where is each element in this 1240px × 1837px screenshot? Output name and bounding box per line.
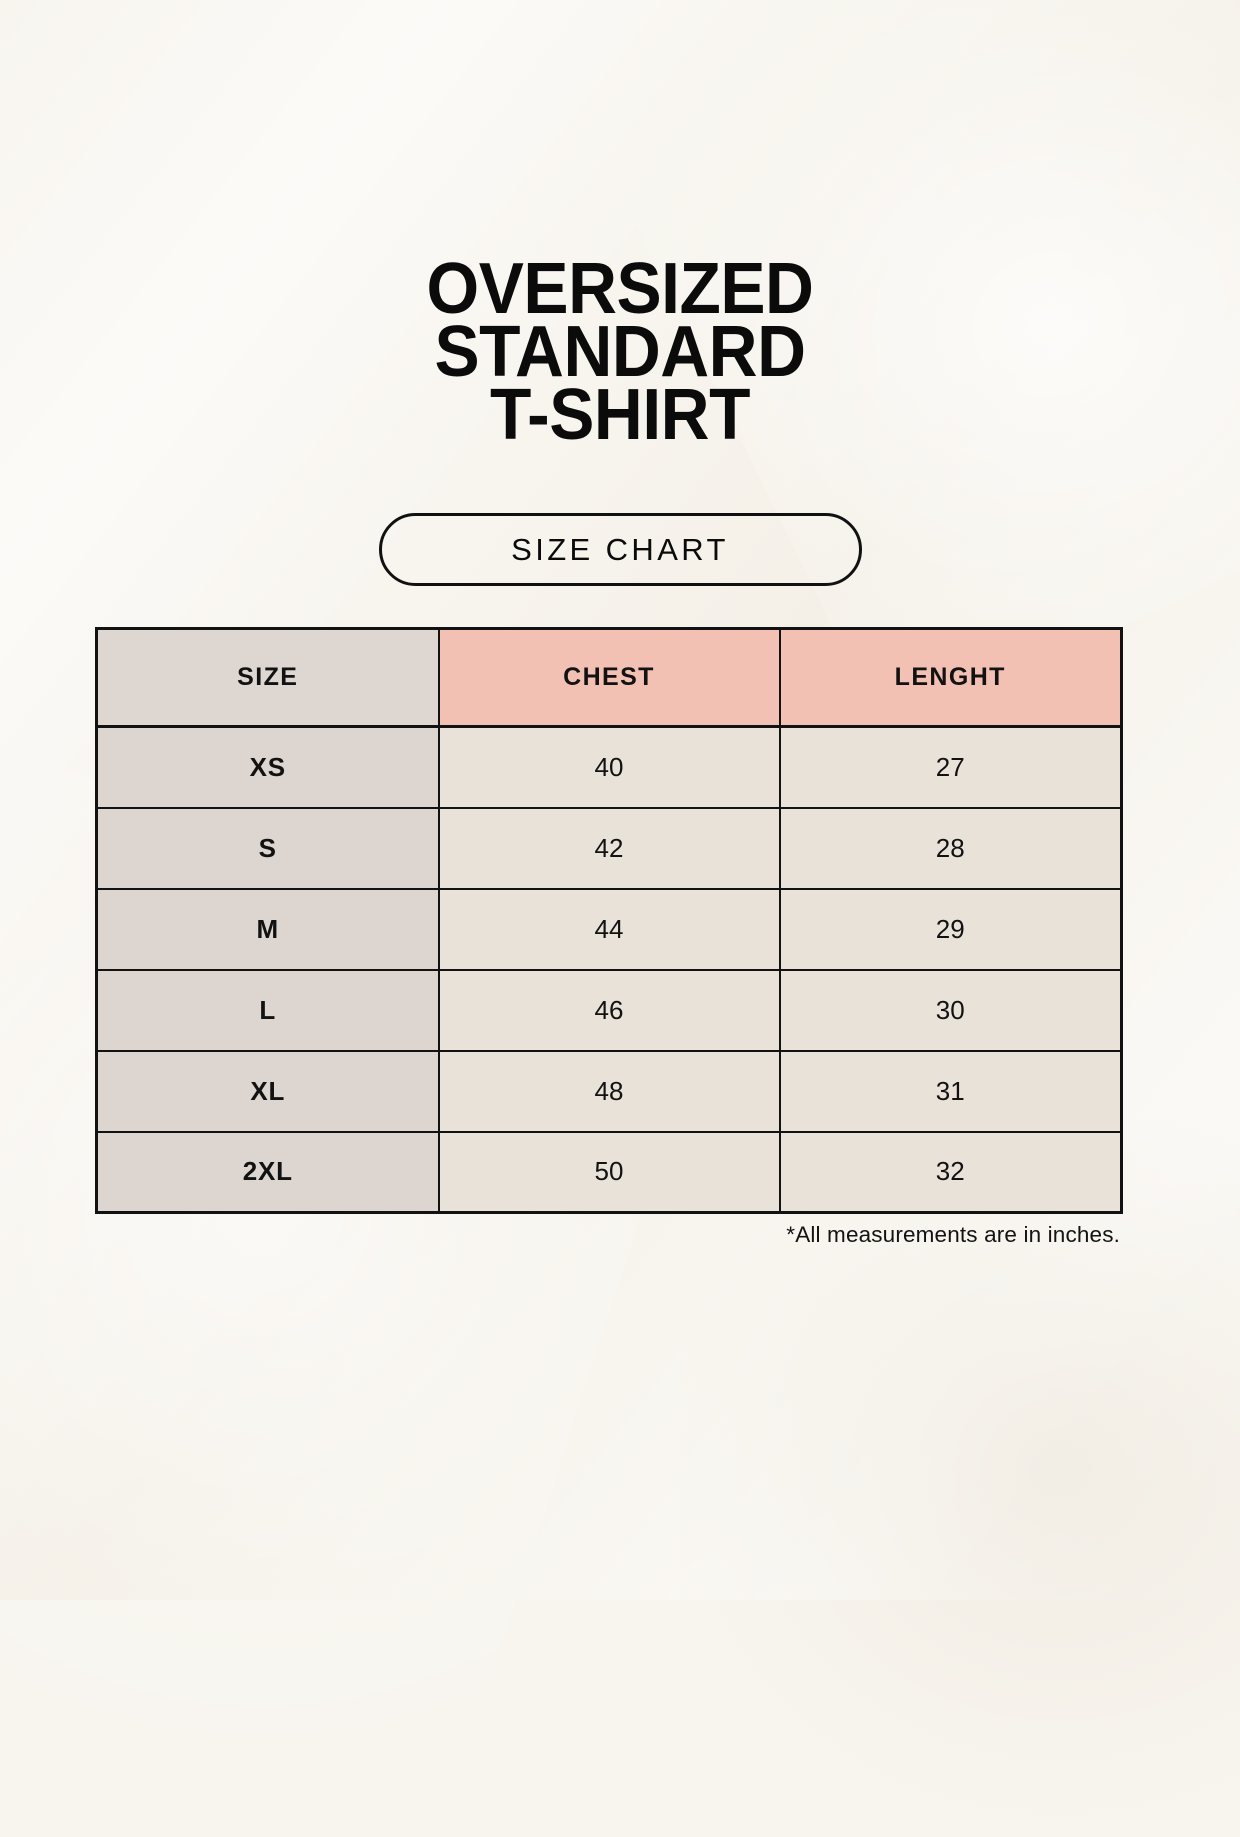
table-row: M 44 29: [96, 887, 1122, 970]
size-chart-badge: SIZE CHART: [378, 513, 862, 586]
size-chart-table: SIZE CHEST LENGHT XS 40 27 S 42 28 M: [95, 627, 1123, 1214]
cell-length: 32: [779, 1130, 1122, 1213]
cell-chest: 44: [438, 887, 781, 970]
size-chart-page: OVERSIZED STANDARD T-SHIRT SIZE CHART SI…: [0, 253, 1240, 1247]
measurements-footnote: *All measurements are in inches.: [786, 1222, 1120, 1247]
table-body: XS 40 27 S 42 28 M 44 29 L 46 30: [96, 726, 1122, 1213]
table-row: XS 40 27: [96, 726, 1122, 808]
cell-length: 28: [779, 806, 1122, 889]
table-row: L 46 30: [96, 968, 1122, 1051]
cell-chest: 42: [438, 806, 781, 889]
page-title: OVERSIZED STANDARD T-SHIRT: [0, 253, 1240, 455]
cell-size: 2XL: [96, 1130, 440, 1213]
cell-size: M: [96, 887, 440, 970]
table-row: 2XL 50 32: [96, 1130, 1122, 1213]
cell-size: S: [96, 806, 440, 889]
column-header-length: LENGHT: [779, 628, 1122, 728]
cell-size: XS: [96, 726, 440, 808]
table-row: XL 48 31: [96, 1049, 1122, 1132]
column-header-size: SIZE: [96, 628, 440, 728]
table-header-row: SIZE CHEST LENGHT: [96, 628, 1122, 728]
cell-chest: 50: [438, 1130, 781, 1213]
cell-size: L: [96, 968, 440, 1051]
cell-length: 31: [779, 1049, 1122, 1132]
cell-chest: 46: [438, 968, 781, 1051]
cell-chest: 40: [438, 726, 781, 808]
page-title-line-3: T-SHIRT: [490, 375, 750, 455]
column-header-chest: CHEST: [438, 628, 781, 728]
cell-chest: 48: [438, 1049, 781, 1132]
cell-length: 27: [779, 726, 1122, 808]
table-header: SIZE CHEST LENGHT: [96, 628, 1122, 728]
cell-size: XL: [96, 1049, 440, 1132]
size-chart-table-wrap: SIZE CHEST LENGHT XS 40 27 S 42 28 M: [95, 627, 1123, 1214]
cell-length: 29: [779, 887, 1122, 970]
cell-length: 30: [779, 968, 1122, 1051]
table-row: S 42 28: [96, 806, 1122, 889]
size-chart-badge-wrap: SIZE CHART: [0, 513, 1240, 586]
